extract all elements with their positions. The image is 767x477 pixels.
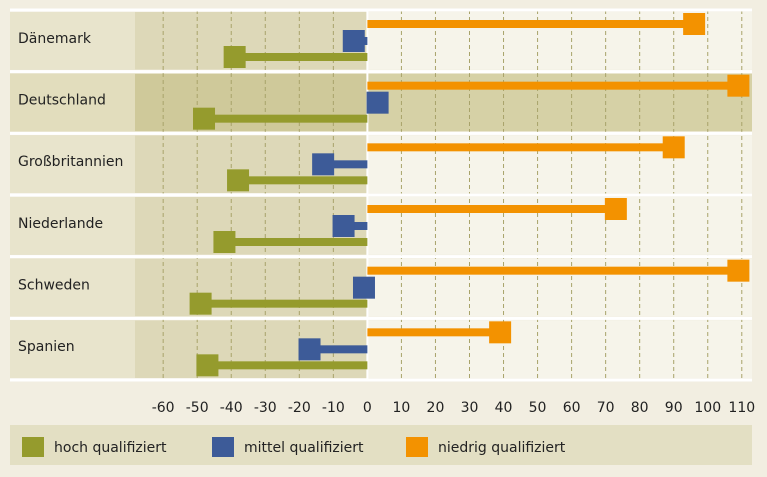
bar-marker xyxy=(727,74,750,97)
bar-marker xyxy=(366,91,389,114)
legend-label: mittel qualifiziert xyxy=(244,440,364,456)
bar-marker xyxy=(196,354,219,377)
bar xyxy=(234,53,368,61)
bar xyxy=(309,345,368,354)
x-tick-label: -10 xyxy=(322,400,345,416)
bar xyxy=(367,20,695,28)
legend-swatch xyxy=(406,437,428,457)
label-box xyxy=(10,135,135,193)
bar xyxy=(343,222,368,230)
x-tick-label: 60 xyxy=(563,400,581,416)
bar-marker xyxy=(662,136,685,159)
label-box xyxy=(10,258,135,317)
x-tick-label: 10 xyxy=(393,400,411,416)
bar-marker xyxy=(604,198,627,220)
legend-swatch xyxy=(212,437,234,457)
bar-marker xyxy=(342,30,365,52)
bar xyxy=(367,328,501,337)
bar xyxy=(367,266,739,275)
x-tick-label: -40 xyxy=(220,400,243,416)
legend-swatch xyxy=(22,437,44,457)
bar xyxy=(238,176,368,185)
x-tick-label: 90 xyxy=(665,400,683,416)
bar-marker xyxy=(489,321,512,344)
label-box xyxy=(10,197,135,255)
legend-bg xyxy=(10,425,752,465)
category-label: Schweden xyxy=(18,278,90,294)
bar xyxy=(207,361,368,370)
x-tick-label: 100 xyxy=(694,400,721,416)
category-label: Dänemark xyxy=(18,31,92,47)
legend-label: niedrig qualifiziert xyxy=(438,440,566,456)
x-tick-label: 20 xyxy=(427,400,445,416)
category-label: Großbritannien xyxy=(18,154,123,170)
bar-marker xyxy=(312,153,335,176)
bar xyxy=(204,114,368,123)
x-tick-label: 30 xyxy=(461,400,479,416)
x-tick-label: -60 xyxy=(152,400,175,416)
label-box xyxy=(10,73,135,132)
x-tick-label: 40 xyxy=(495,400,513,416)
label-box xyxy=(10,12,135,70)
bar-marker xyxy=(213,231,236,253)
bar-marker xyxy=(332,215,355,237)
bar xyxy=(367,81,739,90)
bar-marker xyxy=(189,292,212,315)
bar-marker xyxy=(193,107,216,130)
legend-label: hoch qualifiziert xyxy=(54,440,167,456)
label-box xyxy=(10,320,135,378)
x-tick-label: -20 xyxy=(288,400,311,416)
bar xyxy=(367,143,674,152)
bar xyxy=(367,205,616,213)
x-tick-label: 0 xyxy=(363,400,372,416)
category-label: Deutschland xyxy=(18,93,106,109)
bar-marker xyxy=(223,46,246,68)
x-tick-label: 80 xyxy=(631,400,649,416)
bar-marker xyxy=(683,13,706,35)
category-label: Niederlande xyxy=(18,216,103,232)
category-label: Spanien xyxy=(18,339,75,355)
bar xyxy=(224,238,368,246)
x-tick-label: 110 xyxy=(728,400,755,416)
bar xyxy=(323,160,368,169)
x-tick-label: 70 xyxy=(597,400,615,416)
x-tick-label: -30 xyxy=(254,400,277,416)
bar-marker xyxy=(727,259,750,282)
x-tick-label: -50 xyxy=(186,400,209,416)
bar-marker xyxy=(227,169,250,192)
bar xyxy=(200,299,368,308)
bar-marker xyxy=(298,338,321,361)
x-tick-label: 50 xyxy=(529,400,547,416)
bar-marker xyxy=(352,276,375,299)
